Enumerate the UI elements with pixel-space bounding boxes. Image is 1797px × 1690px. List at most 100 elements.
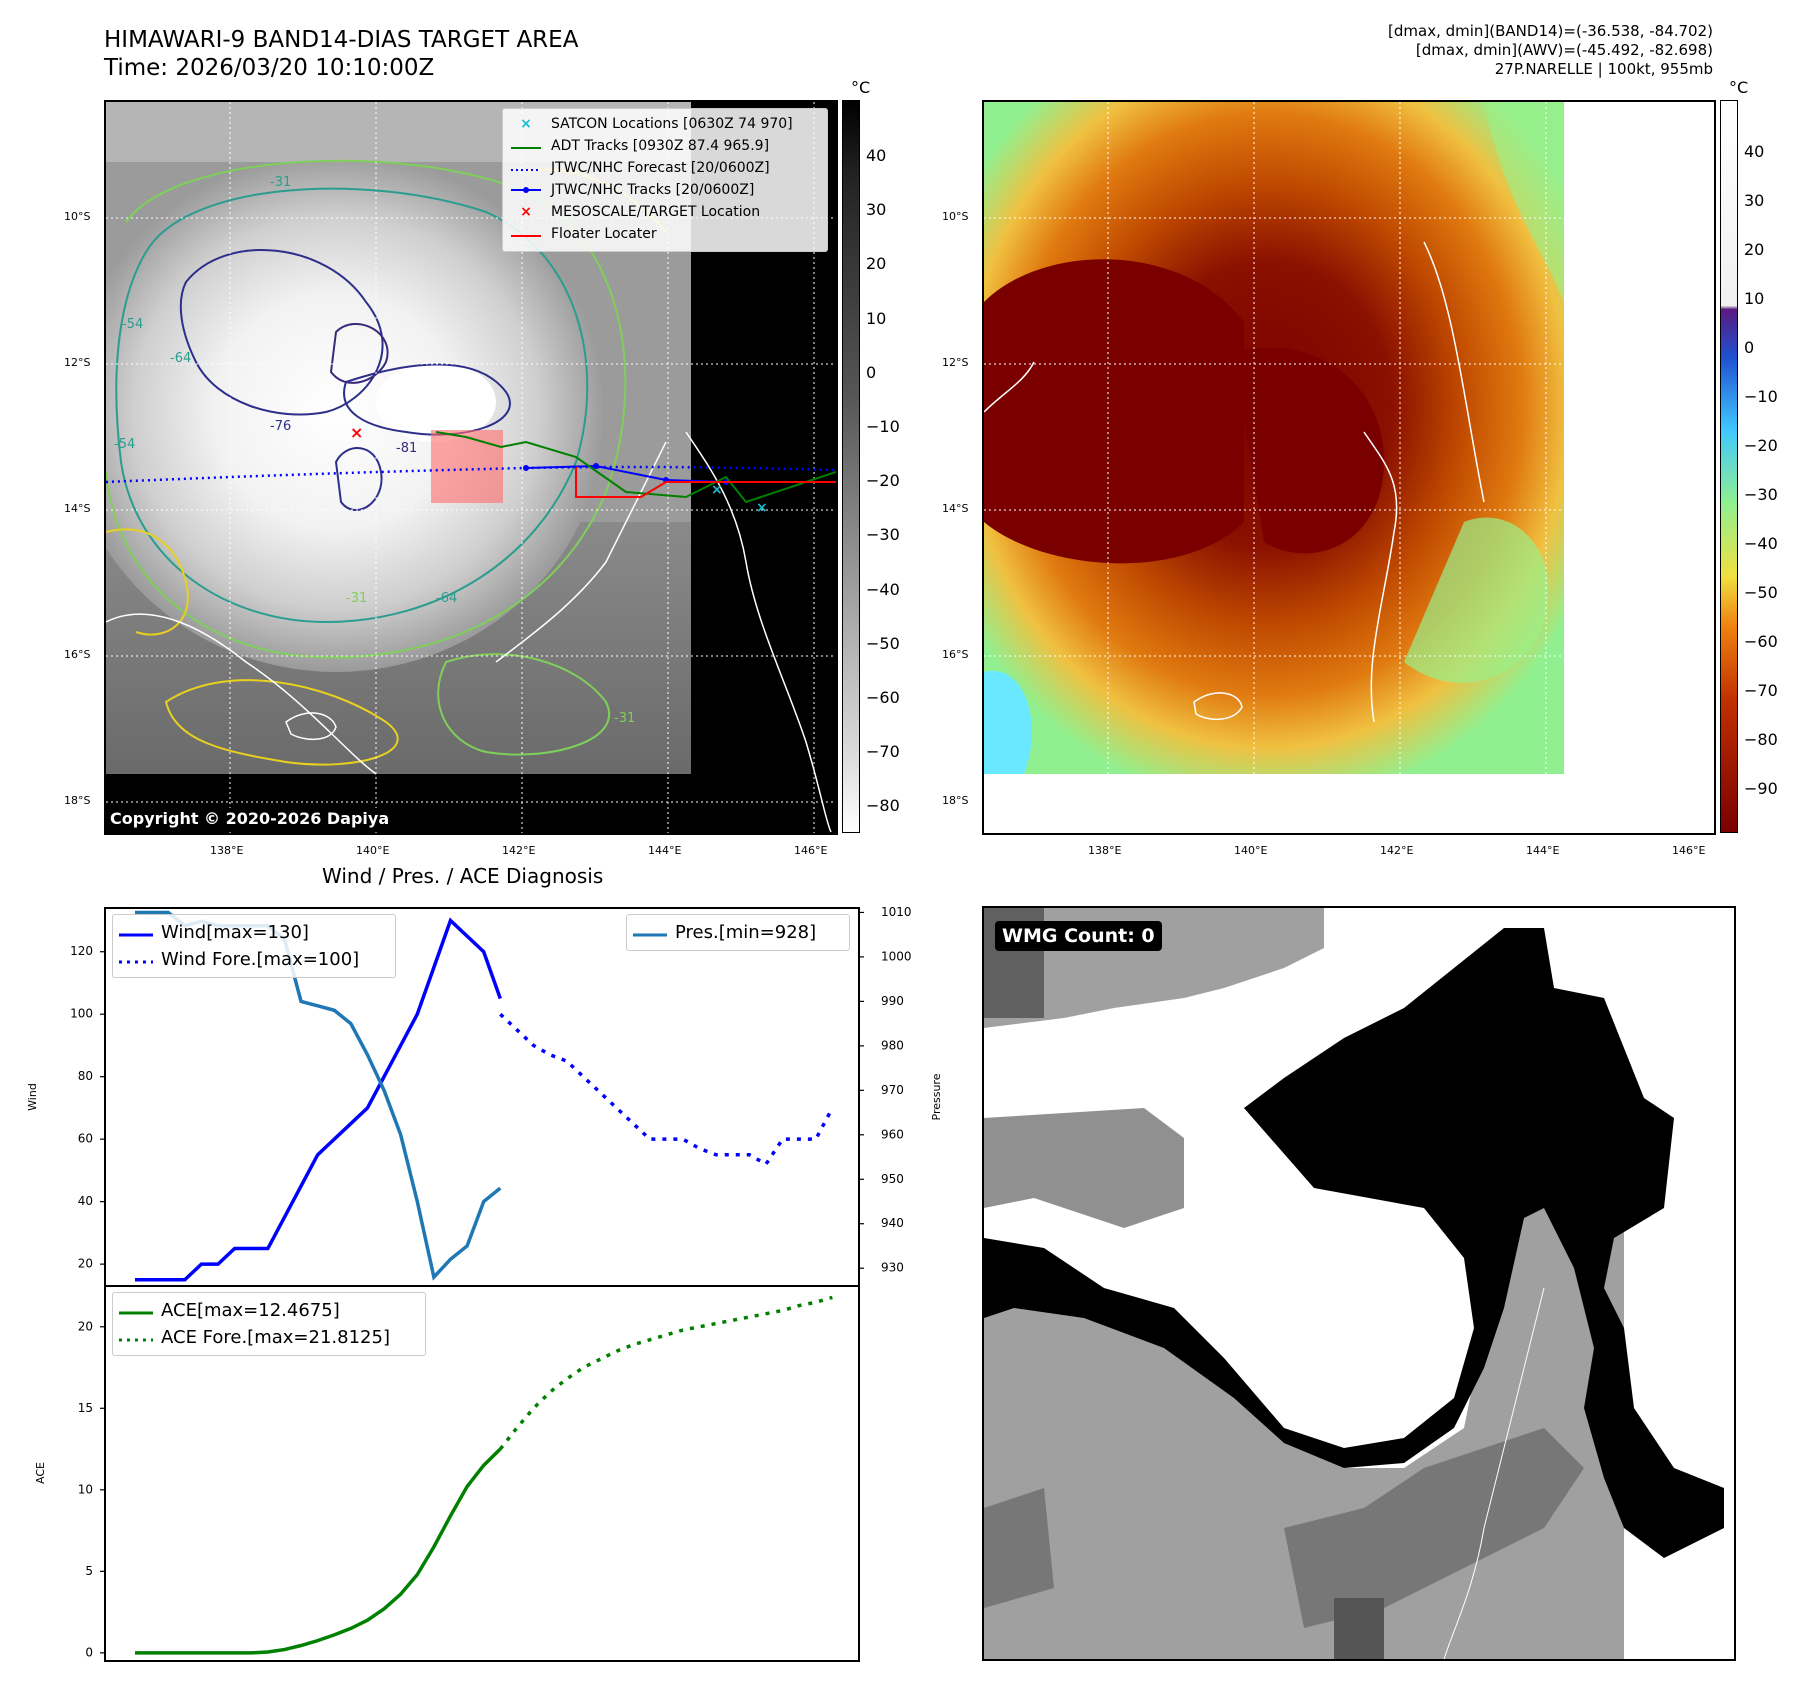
colorbar-tick: 30	[1744, 191, 1765, 210]
ace-series-line	[135, 1447, 502, 1655]
colorbar-tick: 40	[1744, 142, 1765, 161]
wind-axis-tick-label: 100	[70, 1007, 93, 1021]
contour-label: -64	[436, 591, 457, 606]
ace-axis-tick-label: 10	[78, 1482, 93, 1496]
lon-label: 138°E	[210, 844, 244, 857]
lon-label: 138°E	[1088, 844, 1122, 857]
ace-legend: ACE[max=12.4675] ACE Fore.[max=21.8125]	[112, 1292, 426, 1356]
contour-label: -64	[170, 351, 191, 366]
diagnosis-title: Wind / Pres. / ACE Diagnosis	[322, 864, 604, 888]
wind-axis-tick-label: 80	[78, 1069, 93, 1083]
legend-item: JTWC/NHC Forecast [20/0600Z]	[511, 160, 770, 176]
lon-label: 140°E	[356, 844, 390, 857]
pressure-axis-tick-label: 1000	[881, 949, 912, 963]
svg-text:×: ×	[350, 423, 363, 442]
legend-item: × SATCON Locations [0630Z 74 970]	[520, 116, 793, 132]
lat-label: 14°S	[942, 502, 969, 515]
lon-label: 144°E	[1526, 844, 1560, 857]
colorbar-unit: °C	[851, 78, 871, 97]
colorbar-tick: −30	[866, 525, 900, 545]
colorbar-tick: −20	[866, 471, 900, 491]
lat-label: 18°S	[942, 794, 969, 807]
contour-label: -54	[114, 437, 135, 452]
lon-label: 144°E	[648, 844, 682, 857]
ace-forecast-series-line	[498, 1295, 833, 1451]
wind-legend: Wind[max=130] Wind Fore.[max=100]	[112, 914, 396, 978]
lat-label: 16°S	[64, 648, 91, 661]
legend-item: ADT Tracks [0930Z 87.4 965.9]	[511, 138, 770, 154]
awv-map-panel	[982, 100, 1716, 835]
wind-axis-tick-label: 40	[78, 1194, 93, 1208]
lat-label: 12°S	[942, 356, 969, 369]
colorbar-tick: 10	[866, 308, 887, 328]
wind-axis-tick-label: 60	[78, 1132, 93, 1146]
lat-label: 18°S	[64, 794, 91, 807]
colorbar-tick: 10	[1744, 289, 1765, 308]
legend-item: JTWC/NHC Tracks [20/0600Z]	[509, 179, 821, 201]
colorbar-tick: −30	[1744, 485, 1778, 504]
svg-text:×: ×	[711, 482, 723, 498]
colorbar-tick: 0	[1744, 338, 1755, 357]
pressure-axis-tick-label: 940	[881, 1216, 904, 1230]
pressure-axis-tick-label: 990	[881, 994, 904, 1008]
ace-axis-tick-label: 0	[85, 1645, 93, 1659]
colorbar-tick: −60	[866, 688, 900, 707]
colorbar-tick: 0	[866, 362, 877, 382]
contour-label: -81	[396, 441, 417, 456]
colorbar-tick: 20	[1744, 240, 1765, 259]
pressure-axis-tick-label: 980	[881, 1038, 904, 1052]
colorbar-unit: °C	[1729, 78, 1749, 97]
colorbar-tick: −80	[1744, 730, 1778, 749]
lat-label: 12°S	[64, 356, 91, 369]
wind-axis-label: Wind	[26, 1083, 39, 1111]
lat-label: 10°S	[64, 210, 91, 223]
lon-label: 146°E	[794, 844, 828, 857]
colorbar-tick: −10	[866, 417, 900, 436]
wind-axis-tick-label: 120	[70, 944, 93, 958]
colorbar-tick: −10	[1744, 387, 1778, 406]
ace-axis-label: ACE	[34, 1462, 47, 1484]
stats-title: [dmax, dmin](BAND14)=(-36.538, -84.702) …	[1388, 22, 1713, 78]
lat-label: 16°S	[942, 648, 969, 661]
colorbar-tick: −80	[866, 796, 900, 816]
colorbar-tick: −70	[866, 742, 900, 762]
lon-label: 142°E	[1380, 844, 1414, 857]
wind-forecast-series-line	[499, 1012, 834, 1167]
lat-label: 10°S	[942, 210, 969, 223]
main-title: HIMAWARI-9 BAND14-DIAS TARGET AREA Time:…	[104, 27, 579, 81]
pressure-axis-tick-label: 960	[881, 1127, 904, 1141]
wmg-count-badge: WMG Count: 0	[995, 921, 1162, 951]
pressure-axis-tick-label: 950	[881, 1172, 904, 1186]
colorbar-tick: −50	[866, 633, 900, 653]
pressure-axis-tick-label: 970	[881, 1083, 904, 1097]
colorbar-tick: −90	[1744, 779, 1778, 798]
ace-axis-tick-label: 20	[78, 1319, 93, 1333]
colorbar-tick: 40	[866, 146, 887, 165]
colorbar-tick: −40	[866, 579, 900, 599]
colorbar-tick: −70	[1744, 681, 1778, 700]
wind-series-line	[135, 917, 502, 1282]
svg-text:×: ×	[756, 500, 768, 516]
colorbar-tick: 30	[866, 200, 887, 220]
colorbar-tick: −60	[1744, 632, 1778, 651]
lon-label: 140°E	[1234, 844, 1268, 857]
pressure-axis-label: Pressure	[930, 1073, 940, 1120]
contour-label: -76	[270, 419, 291, 434]
contour-label: -31	[346, 591, 367, 606]
colorbar-tick: −20	[1744, 436, 1778, 455]
gray-colorbar	[842, 100, 860, 833]
ir-map: × × × -31 -54 -64 -76 -81 -64 -54 -31 -3…	[106, 102, 836, 833]
legend-item: × MESOSCALE/TARGET Location	[520, 204, 761, 220]
pressure-axis-tick-label: 1010	[881, 905, 912, 919]
wmg-panel	[982, 906, 1736, 1661]
awv-map	[984, 102, 1574, 774]
pressure-axis-tick-label: 930	[881, 1261, 904, 1275]
contour-label: -31	[270, 175, 291, 190]
color-colorbar	[1720, 100, 1738, 833]
wmg-map	[984, 908, 1734, 1659]
colorbar-tick: −40	[1744, 534, 1778, 553]
map-legend: × SATCON Locations [0630Z 74 970] ADT Tra…	[502, 108, 828, 252]
copyright-badge: Copyright © 2020-2026 Dapiya	[106, 808, 394, 829]
legend-item: Floater Locater	[511, 226, 657, 242]
